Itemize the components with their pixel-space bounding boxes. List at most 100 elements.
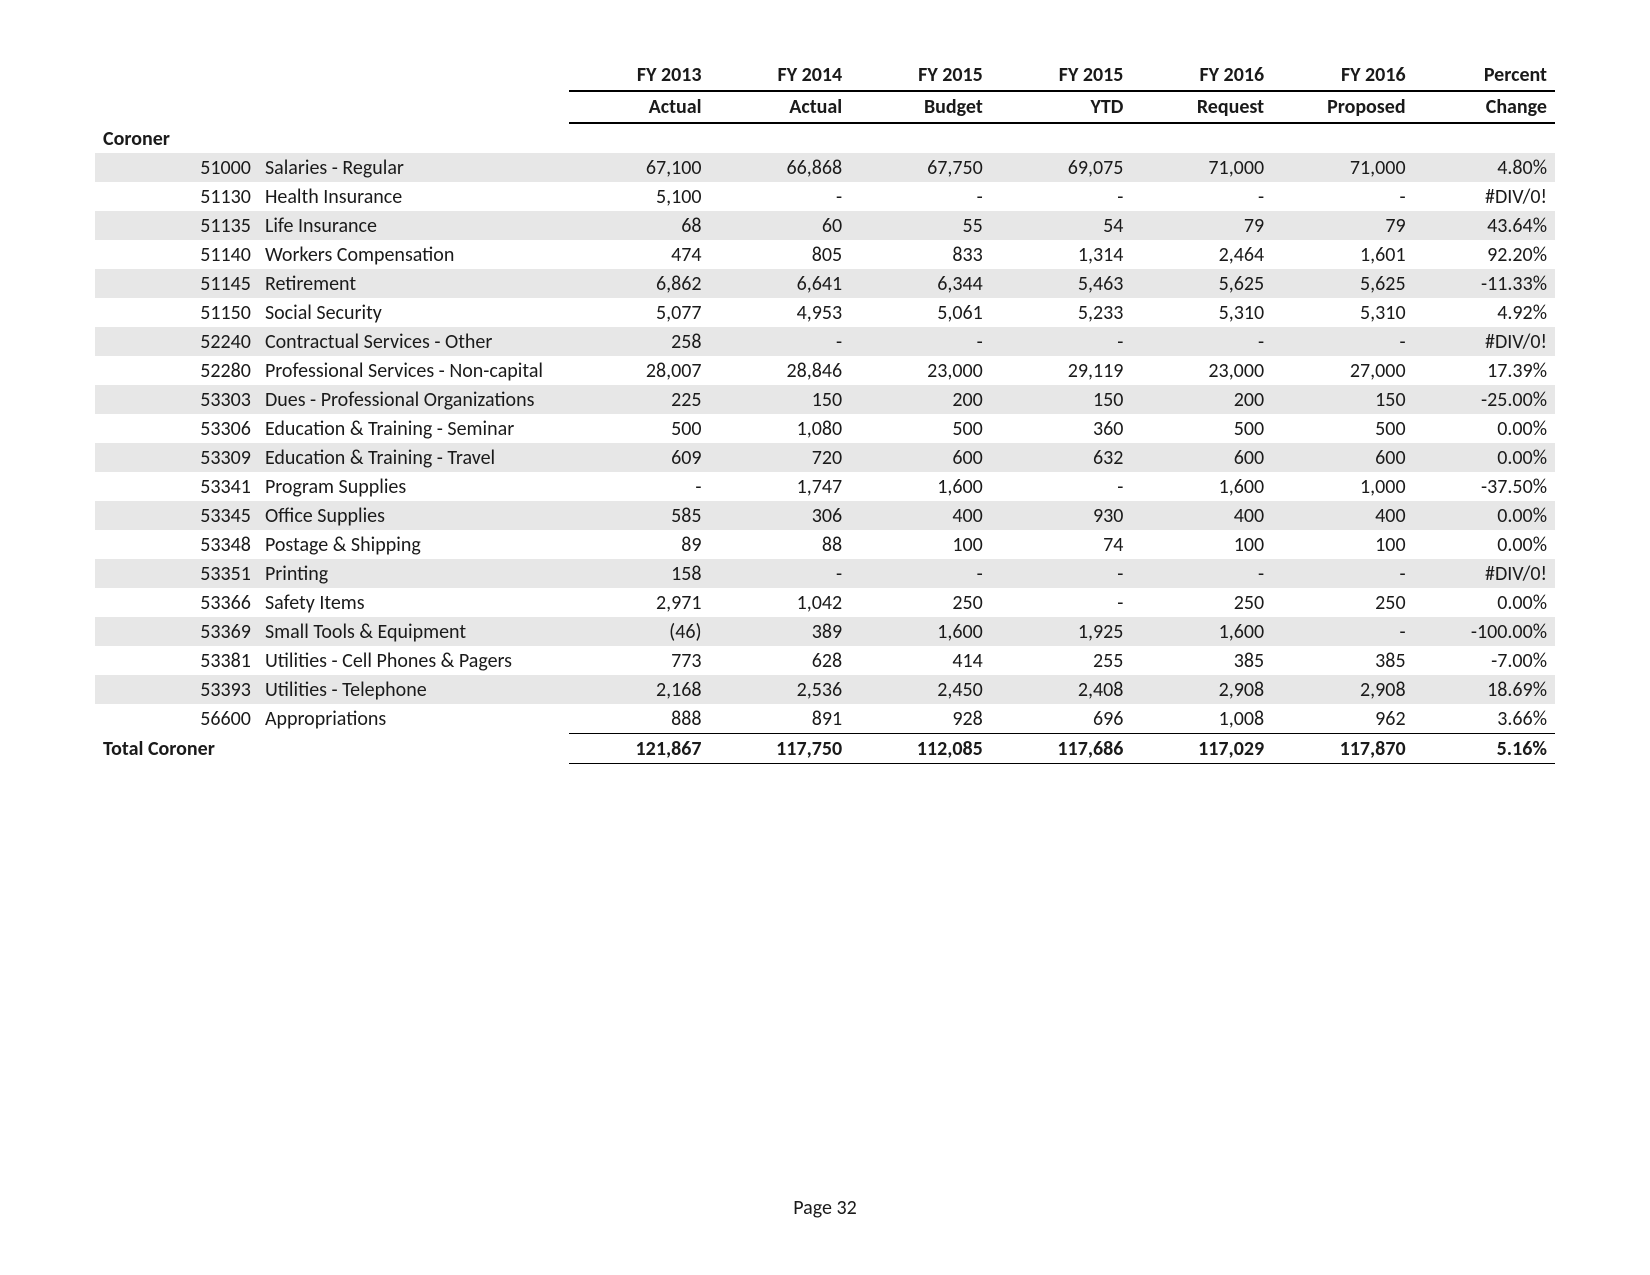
cell-value: - bbox=[710, 182, 851, 211]
cell-value: 150 bbox=[991, 385, 1132, 414]
cell-value: 805 bbox=[710, 240, 851, 269]
cell-value: 2,908 bbox=[1272, 675, 1413, 704]
cell-value: 962 bbox=[1272, 704, 1413, 734]
col-header-line1: Percent bbox=[1414, 60, 1555, 91]
total-value: 121,867 bbox=[569, 734, 710, 764]
cell-value: 28,846 bbox=[710, 356, 851, 385]
account-code: 53309 bbox=[174, 443, 257, 472]
cell-value: 150 bbox=[710, 385, 851, 414]
cell-value: - bbox=[710, 327, 851, 356]
table-row: 53309Education & Training - Travel609720… bbox=[95, 443, 1555, 472]
cell-value: 5,310 bbox=[1131, 298, 1272, 327]
cell-value: - bbox=[1131, 327, 1272, 356]
cell-value: 258 bbox=[569, 327, 710, 356]
total-label: Total Coroner bbox=[95, 734, 569, 764]
cell-value: 500 bbox=[1272, 414, 1413, 443]
cell-value: 23,000 bbox=[850, 356, 991, 385]
col-header-line1: FY 2016 bbox=[1272, 60, 1413, 91]
table-row: 51130Health Insurance5,100-----#DIV/0! bbox=[95, 182, 1555, 211]
cell-value: - bbox=[1272, 559, 1413, 588]
table-row: 52280Professional Services - Non-capital… bbox=[95, 356, 1555, 385]
cell-value: 1,600 bbox=[850, 617, 991, 646]
cell-value: 5,310 bbox=[1272, 298, 1413, 327]
col-header-line1: FY 2015 bbox=[850, 60, 991, 91]
cell-value: 68 bbox=[569, 211, 710, 240]
cell-value: - bbox=[1131, 559, 1272, 588]
table-row: 53393Utilities - Telephone2,1682,5362,45… bbox=[95, 675, 1555, 704]
account-code: 53369 bbox=[174, 617, 257, 646]
cell-value: -7.00% bbox=[1414, 646, 1555, 675]
cell-value: -100.00% bbox=[1414, 617, 1555, 646]
cell-value: 888 bbox=[569, 704, 710, 734]
cell-value: 5,061 bbox=[850, 298, 991, 327]
cell-value: 55 bbox=[850, 211, 991, 240]
cell-value: 696 bbox=[991, 704, 1132, 734]
cell-value: 89 bbox=[569, 530, 710, 559]
cell-value: 773 bbox=[569, 646, 710, 675]
cell-value: 71,000 bbox=[1272, 153, 1413, 182]
cell-value: - bbox=[850, 327, 991, 356]
cell-value: 5,463 bbox=[991, 269, 1132, 298]
table-row: 51135Life Insurance68605554797943.64% bbox=[95, 211, 1555, 240]
cell-value: - bbox=[1272, 617, 1413, 646]
cell-value: - bbox=[1131, 182, 1272, 211]
cell-value: 360 bbox=[991, 414, 1132, 443]
cell-value: 600 bbox=[1131, 443, 1272, 472]
account-desc: Safety Items bbox=[257, 588, 569, 617]
cell-value: 4,953 bbox=[710, 298, 851, 327]
account-desc: Education & Training - Travel bbox=[257, 443, 569, 472]
cell-value: - bbox=[569, 472, 710, 501]
cell-value: 1,600 bbox=[850, 472, 991, 501]
account-desc: Utilities - Cell Phones & Pagers bbox=[257, 646, 569, 675]
account-code: 53381 bbox=[174, 646, 257, 675]
cell-value: 600 bbox=[850, 443, 991, 472]
cell-value: 43.64% bbox=[1414, 211, 1555, 240]
account-code: 53345 bbox=[174, 501, 257, 530]
table-row: 56600Appropriations8888919286961,0089623… bbox=[95, 704, 1555, 734]
section-title: Coroner bbox=[95, 123, 1555, 153]
cell-value: 1,600 bbox=[1131, 472, 1272, 501]
account-desc: Dues - Professional Organizations bbox=[257, 385, 569, 414]
total-value: 5.16% bbox=[1414, 734, 1555, 764]
table-row: 53303Dues - Professional Organizations22… bbox=[95, 385, 1555, 414]
cell-value: 1,080 bbox=[710, 414, 851, 443]
account-desc: Salaries - Regular bbox=[257, 153, 569, 182]
account-desc: Postage & Shipping bbox=[257, 530, 569, 559]
account-desc: Program Supplies bbox=[257, 472, 569, 501]
cell-value: 1,000 bbox=[1272, 472, 1413, 501]
cell-value: 0.00% bbox=[1414, 443, 1555, 472]
cell-value: -37.50% bbox=[1414, 472, 1555, 501]
account-desc: Printing bbox=[257, 559, 569, 588]
account-code: 51145 bbox=[174, 269, 257, 298]
cell-value: #DIV/0! bbox=[1414, 327, 1555, 356]
cell-value: 306 bbox=[710, 501, 851, 530]
account-desc: Social Security bbox=[257, 298, 569, 327]
account-desc: Workers Compensation bbox=[257, 240, 569, 269]
account-desc: Professional Services - Non-capital bbox=[257, 356, 569, 385]
col-header-line1: FY 2013 bbox=[569, 60, 710, 91]
budget-table: FY 2013FY 2014FY 2015FY 2015FY 2016FY 20… bbox=[95, 60, 1555, 764]
cell-value: 2,168 bbox=[569, 675, 710, 704]
table-row: 52240Contractual Services - Other258----… bbox=[95, 327, 1555, 356]
account-code: 53341 bbox=[174, 472, 257, 501]
account-desc: Retirement bbox=[257, 269, 569, 298]
cell-value: 2,908 bbox=[1131, 675, 1272, 704]
cell-value: 2,971 bbox=[569, 588, 710, 617]
cell-value: 69,075 bbox=[991, 153, 1132, 182]
table-row: 51000Salaries - Regular67,10066,86867,75… bbox=[95, 153, 1555, 182]
cell-value: 0.00% bbox=[1414, 588, 1555, 617]
account-desc: Education & Training - Seminar bbox=[257, 414, 569, 443]
col-header-line1: FY 2015 bbox=[991, 60, 1132, 91]
cell-value: 1,008 bbox=[1131, 704, 1272, 734]
cell-value: 5,625 bbox=[1131, 269, 1272, 298]
table-row: 53348Postage & Shipping8988100741001000.… bbox=[95, 530, 1555, 559]
cell-value: 500 bbox=[1131, 414, 1272, 443]
cell-value: 100 bbox=[1272, 530, 1413, 559]
cell-value: -25.00% bbox=[1414, 385, 1555, 414]
cell-value: 632 bbox=[991, 443, 1132, 472]
cell-value: 5,077 bbox=[569, 298, 710, 327]
col-header-line2: Request bbox=[1131, 91, 1272, 123]
account-desc: Small Tools & Equipment bbox=[257, 617, 569, 646]
account-desc: Life Insurance bbox=[257, 211, 569, 240]
cell-value: 1,925 bbox=[991, 617, 1132, 646]
